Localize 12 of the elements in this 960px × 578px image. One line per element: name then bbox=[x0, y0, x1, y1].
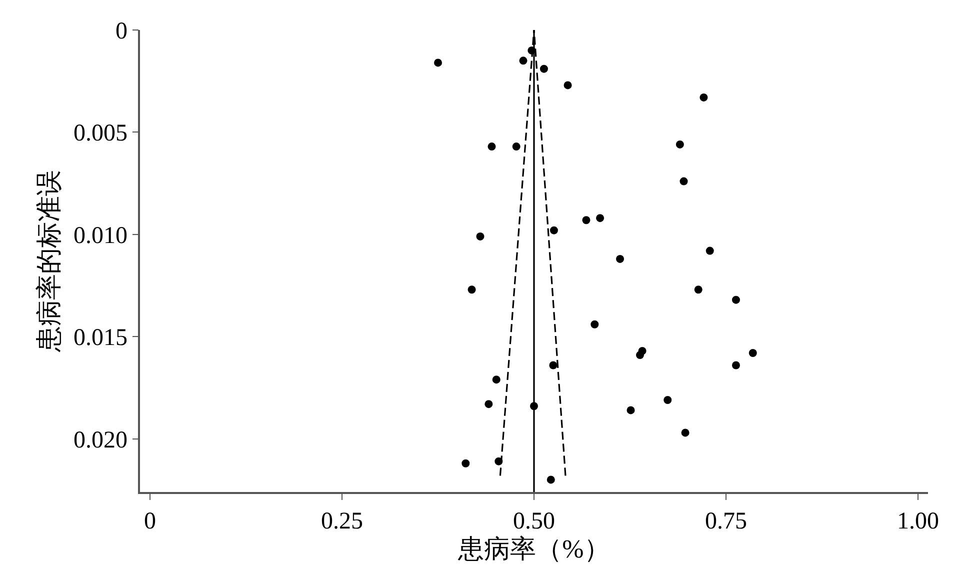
y-tick-label: 0.015 bbox=[73, 325, 128, 352]
y-tick-label: 0 bbox=[115, 18, 128, 44]
x-tick-label: 0.25 bbox=[320, 508, 363, 535]
x-axis-title: 患病率（%） bbox=[457, 534, 610, 564]
y-axis-title: 患病率的标准误 bbox=[34, 170, 64, 353]
y-tick-label: 0.005 bbox=[73, 120, 128, 147]
y-tick-label: 0.010 bbox=[73, 222, 128, 249]
x-tick-label: 0 bbox=[144, 508, 156, 535]
y-tick-label: 0.020 bbox=[73, 427, 128, 454]
x-tick-label: 1.00 bbox=[897, 508, 940, 535]
x-tick-label: 0.50 bbox=[513, 508, 555, 535]
x-tick-label: 0.75 bbox=[705, 508, 748, 535]
